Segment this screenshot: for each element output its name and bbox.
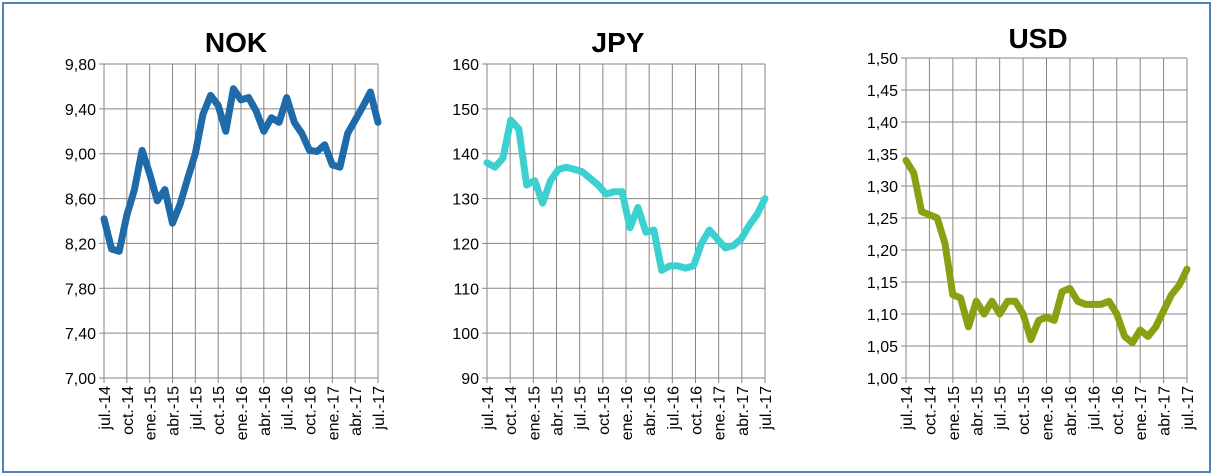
jpy-x-tick-label: ene.-16 [619,386,636,440]
usd-x-tick-label: jul.-16 [1086,386,1103,431]
jpy-y-tick-label: 90 [461,371,479,388]
jpy-y-tick-label: 150 [452,102,479,119]
nok-x-tick-label: jul.-16 [280,386,297,431]
nok-y-tick-label: 9,80 [65,57,96,74]
jpy-x-tick-label: abr.-17 [735,386,752,436]
nok-y-tick-label: 9,40 [65,102,96,119]
usd-x-tick-label: jul.-17 [1180,386,1197,431]
jpy-x-tick-label: jul.-16 [665,386,682,431]
usd-x-tick-label: ene.-16 [1040,386,1057,440]
nok-x-tick-label: jul.-14 [97,386,114,431]
nok-y-tick-label: 7,00 [65,371,96,388]
nok-series-line [100,85,382,255]
usd-chart-title: USD [1008,23,1067,54]
nok-x-tick-label: abr.-15 [166,386,183,436]
jpy-x-tick-label: ene.-15 [526,386,543,440]
jpy-x-tick-label: jul.-14 [480,386,497,431]
usd-x-tick-label: ene.-15 [946,386,963,440]
usd-y-tick-label: 1,00 [867,371,898,388]
jpy-y-tick-label: 120 [452,236,479,253]
nok-y-tick-label: 8,60 [65,192,96,209]
usd-y-tick-label: 1,20 [867,243,898,260]
usd-y-tick-label: 1,50 [867,51,898,68]
jpy-x-tick-label: jul.-17 [758,386,775,431]
nok-y-tick-label: 7,80 [65,281,96,298]
jpy-x-tick-label: oct.-14 [503,386,520,435]
nok-x-tick-label: oct.-14 [120,386,137,435]
usd-x-tick-label: ene.-17 [1133,386,1150,440]
usd-y-tick-label: 1,30 [867,179,898,196]
nok-x-tick-label: jul.-17 [371,386,388,431]
usd-y-tick-label: 1,05 [867,339,898,356]
usd-y-tick-label: 1,40 [867,115,898,132]
nok-x-tick-label: jul.-15 [188,386,205,431]
jpy-chart-title: JPY [592,27,645,58]
jpy-y-tick-label: 140 [452,147,479,164]
usd-x-tick-label: abr.-16 [1063,386,1080,436]
usd-x-tick-label: abr.-17 [1157,386,1174,436]
usd-series-line [902,156,1191,347]
nok-y-tick-label: 7,40 [65,326,96,343]
nok-x-tick-label: oct.-15 [211,386,228,435]
nok-x-tick-label: abr.-16 [257,386,274,436]
jpy-x-tick-label: abr.-15 [550,386,567,436]
usd-y-tick-label: 1,25 [867,211,898,228]
usd-x-tick-label: oct.-14 [922,386,939,435]
nok-x-tick-label: ene.-16 [234,386,251,440]
nok-y-tick-label: 9,00 [65,147,96,164]
usd-x-tick-label: oct.-15 [1016,386,1033,435]
usd-x-tick-label: abr.-15 [969,386,986,436]
jpy-y-tick-label: 130 [452,192,479,209]
usd-y-tick-label: 1,35 [867,147,898,164]
nok-chart: NOK 7,00 7,40 7,80 8,20 8,60 9,00 9,40 9,80 jul.-… [65,27,388,440]
nok-x-tick-label: abr.-17 [348,386,365,436]
usd-y-tick-label: 1,10 [867,307,898,324]
jpy-x-tick-label: jul.-15 [573,386,590,431]
usd-y-tick-label: 1,15 [867,275,898,292]
usd-x-tick-label: jul.-15 [993,386,1010,431]
jpy-x-tick-label: oct.-16 [689,386,706,435]
nok-y-tick-label: 8,20 [65,236,96,253]
jpy-chart: JPY 90 100 110 120 130 140 150 160 jul.-14 oct.-14… [452,27,775,440]
nok-x-tick-label: ene.-15 [143,386,160,440]
nok-x-tick-label: oct.-16 [303,386,320,435]
jpy-y-tick-label: 110 [453,281,479,298]
jpy-y-tick-label: 100 [452,326,479,343]
usd-x-tick-label: jul.-14 [899,386,916,431]
jpy-y-tick-label: 160 [452,57,479,74]
usd-x-tick-label: oct.-16 [1110,386,1127,435]
jpy-x-tick-label: ene.-17 [712,386,729,440]
usd-y-tick-label: 1,45 [867,83,898,100]
jpy-series-line [483,116,769,274]
usd-chart: USD 1,00 1,05 1,10 1,15 1,20 1,25 1,30 1,35 1,40 1… [867,23,1197,440]
jpy-x-tick-label: abr.-16 [642,386,659,436]
jpy-x-tick-label: oct.-15 [596,386,613,435]
nok-chart-title: NOK [205,27,267,58]
nok-x-tick-label: ene.-17 [325,386,342,440]
